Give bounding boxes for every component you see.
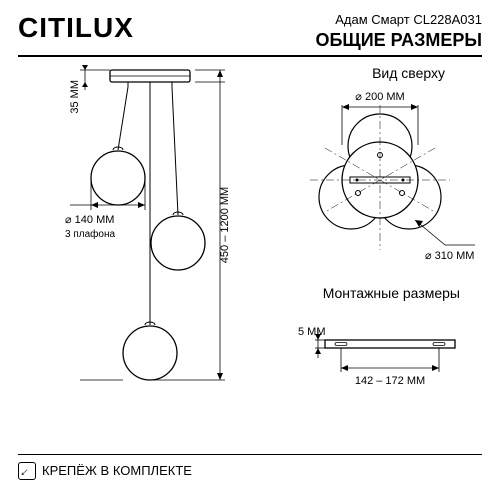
footer-text: КРЕПЁЖ В КОМПЛЕКТЕ [42, 463, 192, 478]
divider-bottom [18, 454, 482, 456]
sphere-count-label: 3 плафона [65, 228, 115, 240]
divider-top [18, 55, 482, 57]
topview-diagram: ⌀ 200 ММ ⌀ 310 ММ [280, 85, 480, 265]
canopy-height-label: 35 ММ [69, 80, 81, 114]
topview-heading: Вид сверху [372, 65, 445, 81]
pendant-diagram: 35 ММ 450 – 1200 ММ ⌀ 140 ММ 3 плафона [50, 65, 230, 395]
base-diameter-label: ⌀ 200 ММ [355, 91, 404, 103]
mount-thickness-label: 5 ММ [298, 326, 326, 338]
total-height-label: 450 – 1200 ММ [219, 187, 230, 263]
mount-width-label: 142 – 172 ММ [355, 375, 425, 387]
brand-logo: CITILUX [18, 12, 134, 44]
page-title: ОБЩИЕ РАЗМЕРЫ [315, 30, 482, 51]
outer-diameter-label: ⌀ 310 ММ [425, 250, 474, 262]
sphere-diameter-label: ⌀ 140 ММ [65, 214, 114, 226]
model-code: Адам Смарт CL228A031 [335, 12, 482, 27]
mount-heading: Монтажные размеры [323, 285, 460, 301]
mount-diagram: 5 ММ 142 – 172 ММ [280, 310, 480, 400]
footer-icon: ↓ [18, 462, 36, 480]
